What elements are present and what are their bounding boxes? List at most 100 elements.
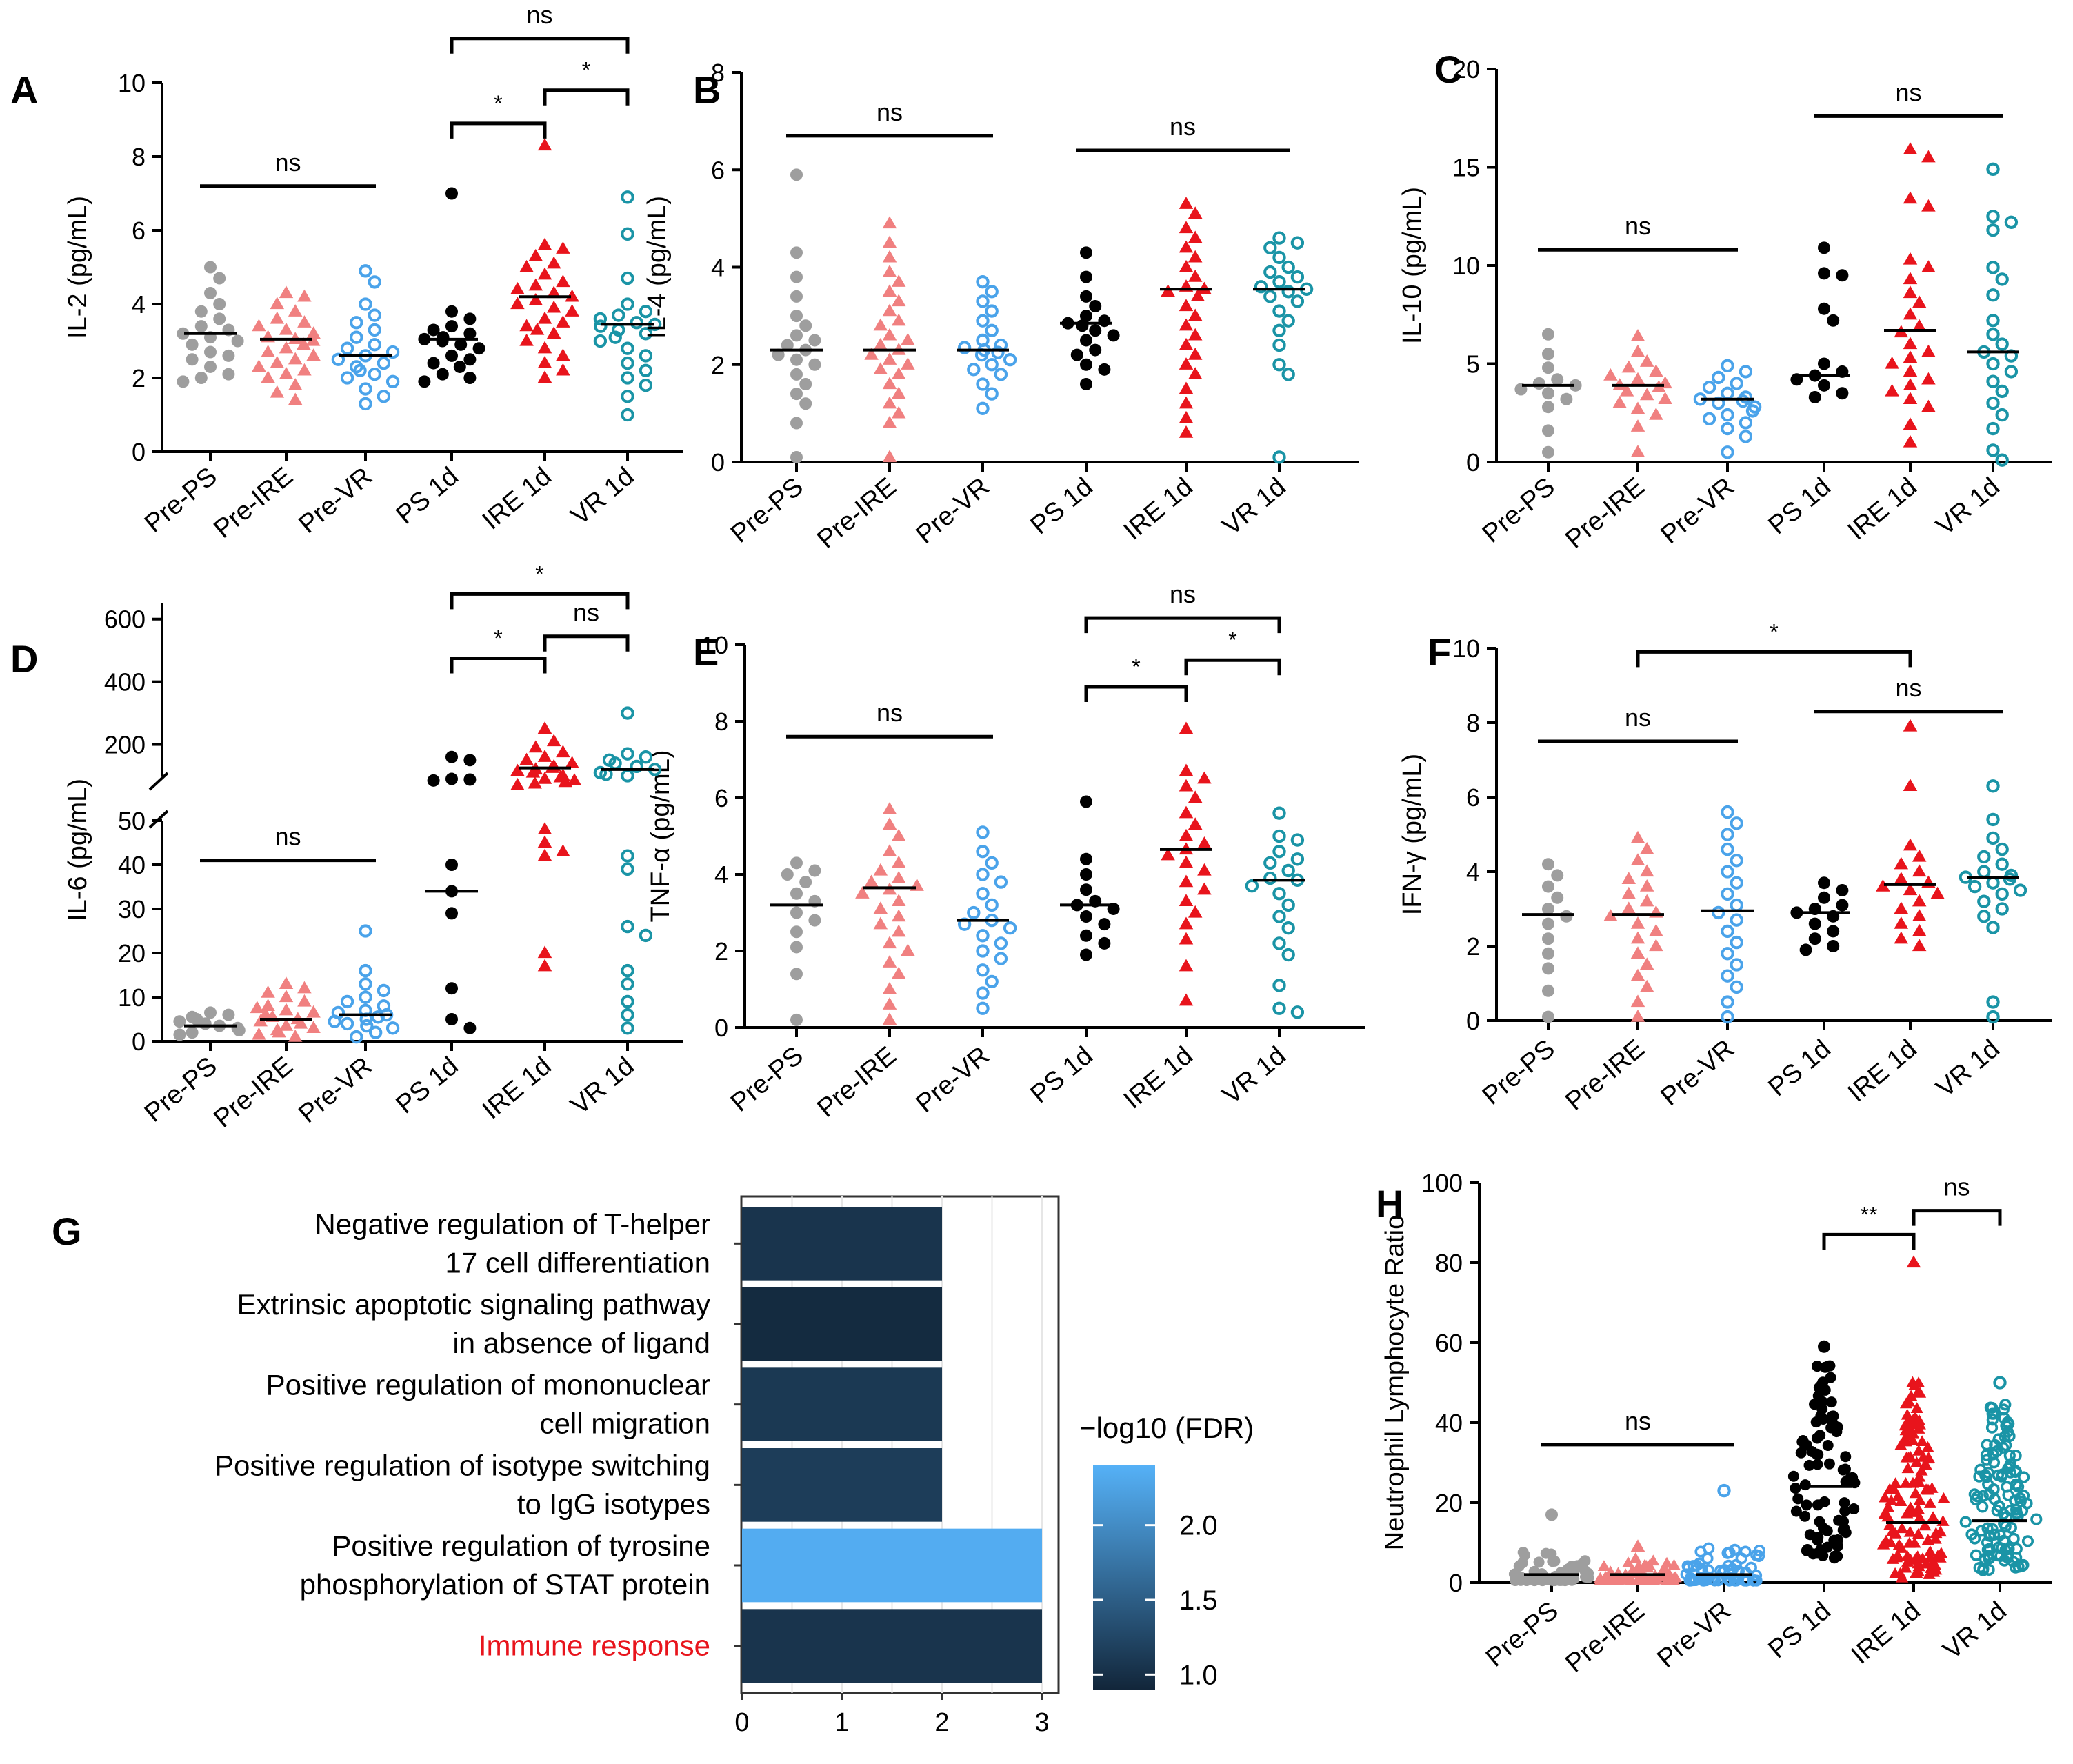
y-tick-label: 5 — [1466, 350, 1480, 379]
data-point — [1903, 364, 1918, 377]
category-label-line: phosphorylation of STAT protein — [300, 1568, 710, 1601]
data-point — [1722, 361, 1732, 371]
y-tick-label: 6 — [711, 156, 725, 184]
x-tick-label: PS 1d — [1763, 1596, 1836, 1665]
data-point — [186, 1026, 199, 1039]
data-point — [1542, 401, 1554, 413]
y-tick-label: 10 — [118, 983, 146, 1012]
data-point — [1179, 829, 1194, 841]
data-point — [977, 296, 988, 306]
data-point — [987, 388, 997, 399]
data-point — [1903, 272, 1918, 284]
data-point — [1903, 378, 1918, 390]
data-point — [864, 874, 879, 887]
data-point — [1631, 329, 1645, 341]
data-point — [1809, 1399, 1820, 1410]
data-point — [883, 997, 897, 1010]
data-point — [1631, 1010, 1645, 1022]
x-tick-label: VR 1d — [1217, 1041, 1292, 1110]
data-point — [1274, 252, 1284, 263]
data-point — [1788, 1471, 1799, 1482]
data-point — [360, 979, 370, 989]
data-point — [1080, 883, 1092, 896]
data-point — [1556, 1575, 1567, 1586]
data-point — [1713, 908, 1723, 918]
significance-label: ns — [1170, 112, 1196, 141]
data-point — [1732, 818, 1742, 828]
y-tick-label: 80 — [1435, 1249, 1463, 1277]
category-label-line: Immune response — [479, 1630, 710, 1662]
x-tick-label: VR 1d — [1931, 472, 2005, 541]
significance-label: * — [535, 561, 543, 586]
data-point — [1987, 814, 1998, 825]
data-point — [1987, 164, 1998, 174]
data-point — [977, 1003, 988, 1014]
data-point — [556, 315, 570, 328]
data-point — [968, 364, 979, 374]
y-axis-label: IL-2 (pg/mL) — [63, 196, 92, 339]
data-point — [538, 721, 552, 734]
data-point — [1542, 328, 1554, 341]
data-point — [1848, 1503, 1859, 1514]
data-point — [1818, 379, 1830, 392]
data-point — [977, 379, 988, 389]
data-point — [1274, 359, 1284, 370]
x-tick-label: VR 1d — [1217, 472, 1292, 541]
data-point — [1080, 853, 1092, 865]
data-point — [1791, 1505, 1802, 1516]
data-point — [1274, 911, 1284, 921]
data-point — [799, 378, 812, 390]
data-point — [622, 358, 632, 368]
data-point — [1836, 269, 1848, 281]
data-point — [1265, 858, 1275, 868]
data-point — [1987, 262, 1998, 272]
data-point — [1732, 915, 1742, 925]
data-point — [790, 168, 803, 181]
data-point — [987, 325, 997, 336]
data-point — [1581, 1570, 1592, 1581]
data-point — [1631, 372, 1645, 385]
x-tick-label: Pre-VR — [910, 1041, 994, 1119]
data-point — [186, 339, 199, 351]
data-point — [279, 367, 294, 379]
data-point — [297, 315, 312, 328]
data-point — [1631, 1539, 1645, 1552]
data-point — [1823, 1440, 1834, 1451]
data-point — [547, 734, 561, 746]
data-point — [1292, 238, 1303, 248]
data-point — [418, 375, 430, 388]
data-point — [2006, 217, 2016, 228]
data-point — [790, 1014, 803, 1026]
data-point — [1704, 414, 1714, 424]
data-point — [1987, 922, 1998, 932]
x-tick-label: Pre-VR — [910, 472, 994, 550]
data-point — [370, 369, 380, 379]
data-point — [1179, 764, 1194, 776]
data-point — [1542, 348, 1554, 360]
data-point — [186, 353, 199, 365]
data-point — [1732, 937, 1742, 948]
data-point — [199, 1017, 212, 1030]
data-point — [1076, 319, 1088, 332]
data-point — [1283, 316, 1294, 326]
data-point — [370, 277, 380, 287]
data-point — [1722, 889, 1732, 899]
data-point — [1921, 345, 1936, 357]
data-point — [1098, 314, 1110, 327]
data-point — [622, 273, 632, 283]
data-point — [1997, 889, 2007, 899]
data-point — [2032, 1514, 2041, 1524]
data-point — [1801, 1440, 1812, 1451]
data-point — [1987, 290, 1998, 300]
data-point — [1836, 387, 1848, 399]
data-point — [1741, 417, 1751, 428]
x-tick-label: 2 — [934, 1708, 949, 1737]
data-point — [1921, 372, 1936, 385]
data-point — [874, 917, 888, 930]
data-point — [1179, 932, 1194, 945]
data-point — [473, 342, 485, 354]
data-point — [987, 900, 997, 910]
data-point — [1545, 1508, 1558, 1521]
data-point — [1089, 300, 1101, 312]
data-point — [538, 849, 552, 861]
